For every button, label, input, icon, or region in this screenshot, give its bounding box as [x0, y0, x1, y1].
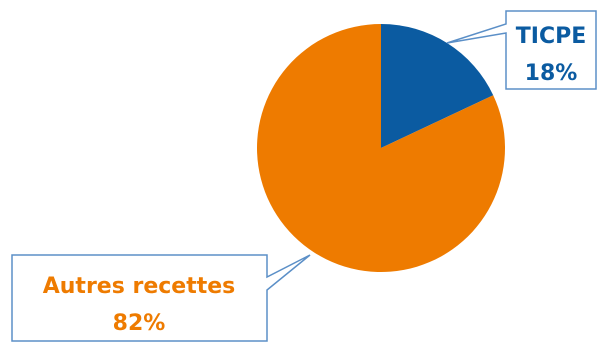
- pie-slice-autres-recettes: [257, 24, 506, 272]
- callout-ticpe: TICPE 18%: [446, 10, 597, 90]
- pie-slice-ticpe: [381, 24, 494, 148]
- callout-ticpe-value: 18%: [525, 61, 578, 86]
- pie-slices: [257, 24, 506, 272]
- callout-autres-recettes-label: Autres recettes: [43, 274, 236, 299]
- callout-ticpe-label: TICPE: [516, 24, 587, 49]
- callout-autres-recettes-box: [11, 254, 311, 342]
- callout-autres-recettes-value: 82%: [113, 311, 166, 336]
- callout-autres-recettes: Autres recettes 82%: [11, 254, 311, 342]
- callout-ticpe-box: [446, 10, 597, 90]
